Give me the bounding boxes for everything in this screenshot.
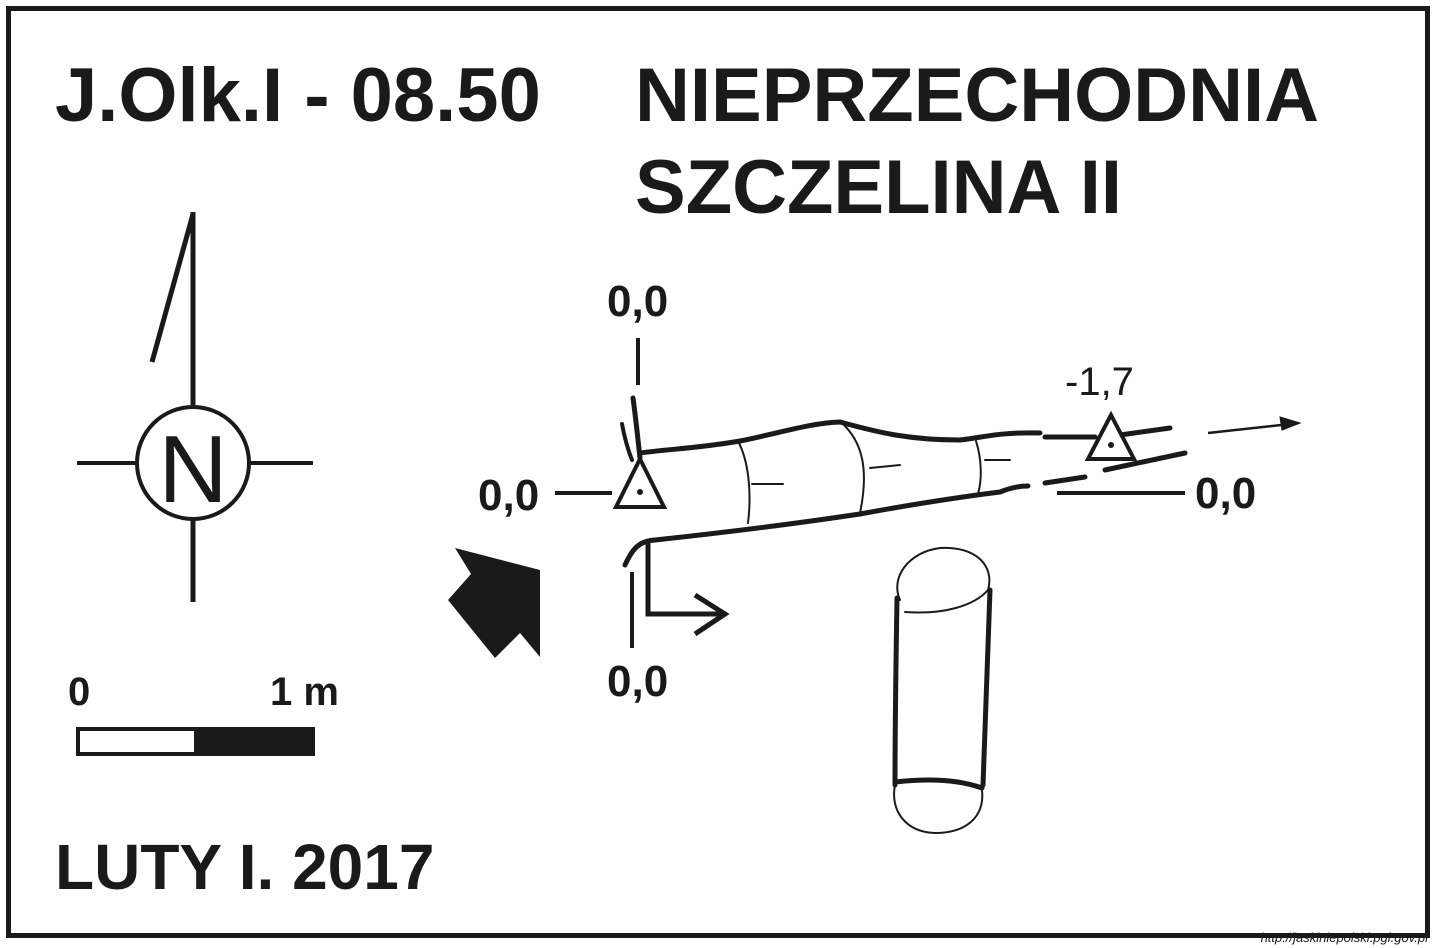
depth-label-deep-point: -1,7 (1065, 360, 1134, 404)
scale-start-label: 0 (68, 670, 91, 714)
entrance-arrow-icon (448, 548, 540, 658)
north-letter: N (158, 416, 227, 523)
scale-end-label: 1 m (270, 670, 339, 714)
continuation-arrow-icon (1207, 416, 1302, 435)
cave-code: J.Olk.I - 08.50 (55, 53, 541, 138)
depth-label-section-bottom: 0,0 (607, 657, 669, 706)
cave-name-line-1: NIEPRZECHODNIA (635, 53, 1320, 138)
depth-label-entrance: 0,0 (478, 471, 540, 520)
depth-label-section-top: 0,0 (607, 277, 669, 326)
cave-passage-outline (620, 395, 1188, 568)
cross-section-icon (892, 546, 993, 834)
north-arrow-icon: N (77, 212, 313, 602)
scale-bar (76, 727, 315, 756)
survey-station-triangle-icon (612, 454, 668, 509)
section-line (630, 338, 730, 648)
survey-station-triangle-icon (1084, 410, 1138, 461)
map-frame (6, 6, 1430, 938)
cave-name-line-2: SZCZELINA II (635, 145, 1122, 230)
survey-date: LUTY I. 2017 (55, 831, 435, 903)
depth-label-far: 0,0 (1195, 469, 1257, 518)
source-link[interactable]: http://jaskiniepolski.pgi.gov.pl (1260, 930, 1428, 945)
